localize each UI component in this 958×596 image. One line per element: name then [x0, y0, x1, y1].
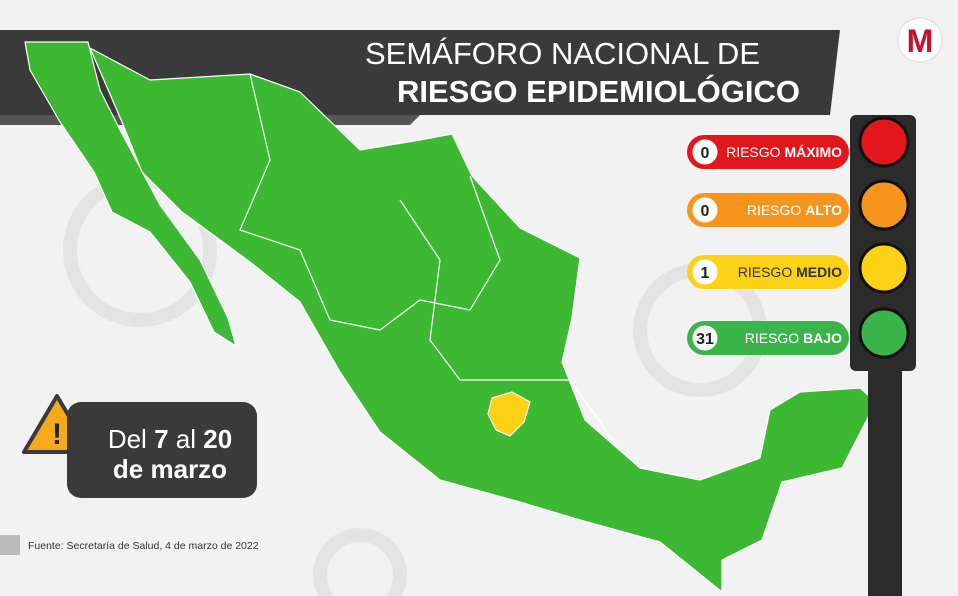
date-line-2: de marzo — [113, 454, 227, 484]
date-end: 20 — [203, 424, 232, 454]
level-pill — [687, 255, 849, 289]
date-text: al — [176, 424, 196, 454]
level-count: 0 — [701, 145, 710, 162]
traffic-light-pole — [868, 371, 902, 596]
title-line-2: RIESGO EPIDEMIOLÓGICO — [397, 73, 800, 109]
state-borders — [239, 73, 501, 331]
logo-circle — [897, 17, 943, 63]
date-text: Del — [108, 424, 147, 454]
map — [24, 41, 877, 593]
source: Fuente: Secretaría de Salud, 4 de marzo … — [28, 540, 259, 552]
level-label: RIESGO MÁXIMO — [726, 144, 842, 160]
date-start: 7 — [154, 424, 168, 454]
level-name: MEDIO — [796, 264, 842, 280]
level-prefix: RIESGO — [747, 202, 802, 218]
state-borders-2 — [399, 199, 621, 451]
level-count-circle — [689, 194, 721, 226]
level-count: 31 — [696, 331, 714, 348]
traffic-light — [858, 179, 910, 231]
map-queretaro — [487, 391, 531, 437]
level-count: 1 — [701, 265, 710, 282]
level-label: RIESGO MEDIO — [738, 264, 842, 280]
level-prefix: RIESGO — [738, 264, 793, 280]
legend: 0 RIESGO MÁXIMO 0 RIESGO ALTO 1 RIESGO MEDIO 3… — [687, 135, 849, 355]
level-name: ALTO — [805, 202, 842, 218]
traffic-lights — [858, 116, 910, 359]
level-name: BAJO — [803, 330, 842, 346]
date-line-1: Del 7 al 20 — [108, 424, 232, 454]
map-mainland — [89, 47, 877, 593]
traffic-light — [858, 307, 910, 359]
level-count: 0 — [701, 203, 710, 220]
traffic-light — [858, 116, 910, 168]
title-line-1: SEMÁFORO NACIONAL DE — [365, 36, 760, 71]
level-pill — [687, 193, 849, 227]
traffic-light — [858, 242, 910, 294]
level-pill — [687, 321, 849, 355]
level-name: MÁXIMO — [784, 144, 842, 160]
level-count-circle — [689, 136, 721, 168]
date-box — [67, 402, 257, 498]
level-prefix: RIESGO — [745, 330, 800, 346]
level-pill — [687, 135, 849, 169]
level-count-circle — [689, 256, 721, 288]
source-marker — [0, 535, 20, 555]
warning-mark: ! — [52, 418, 62, 451]
level-label: RIESGO BAJO — [745, 330, 842, 346]
level-label: RIESGO ALTO — [747, 202, 842, 218]
level-count-circle — [689, 322, 721, 354]
level-prefix: RIESGO — [726, 144, 781, 160]
logo: M — [907, 23, 934, 59]
map-baja — [24, 41, 237, 347]
